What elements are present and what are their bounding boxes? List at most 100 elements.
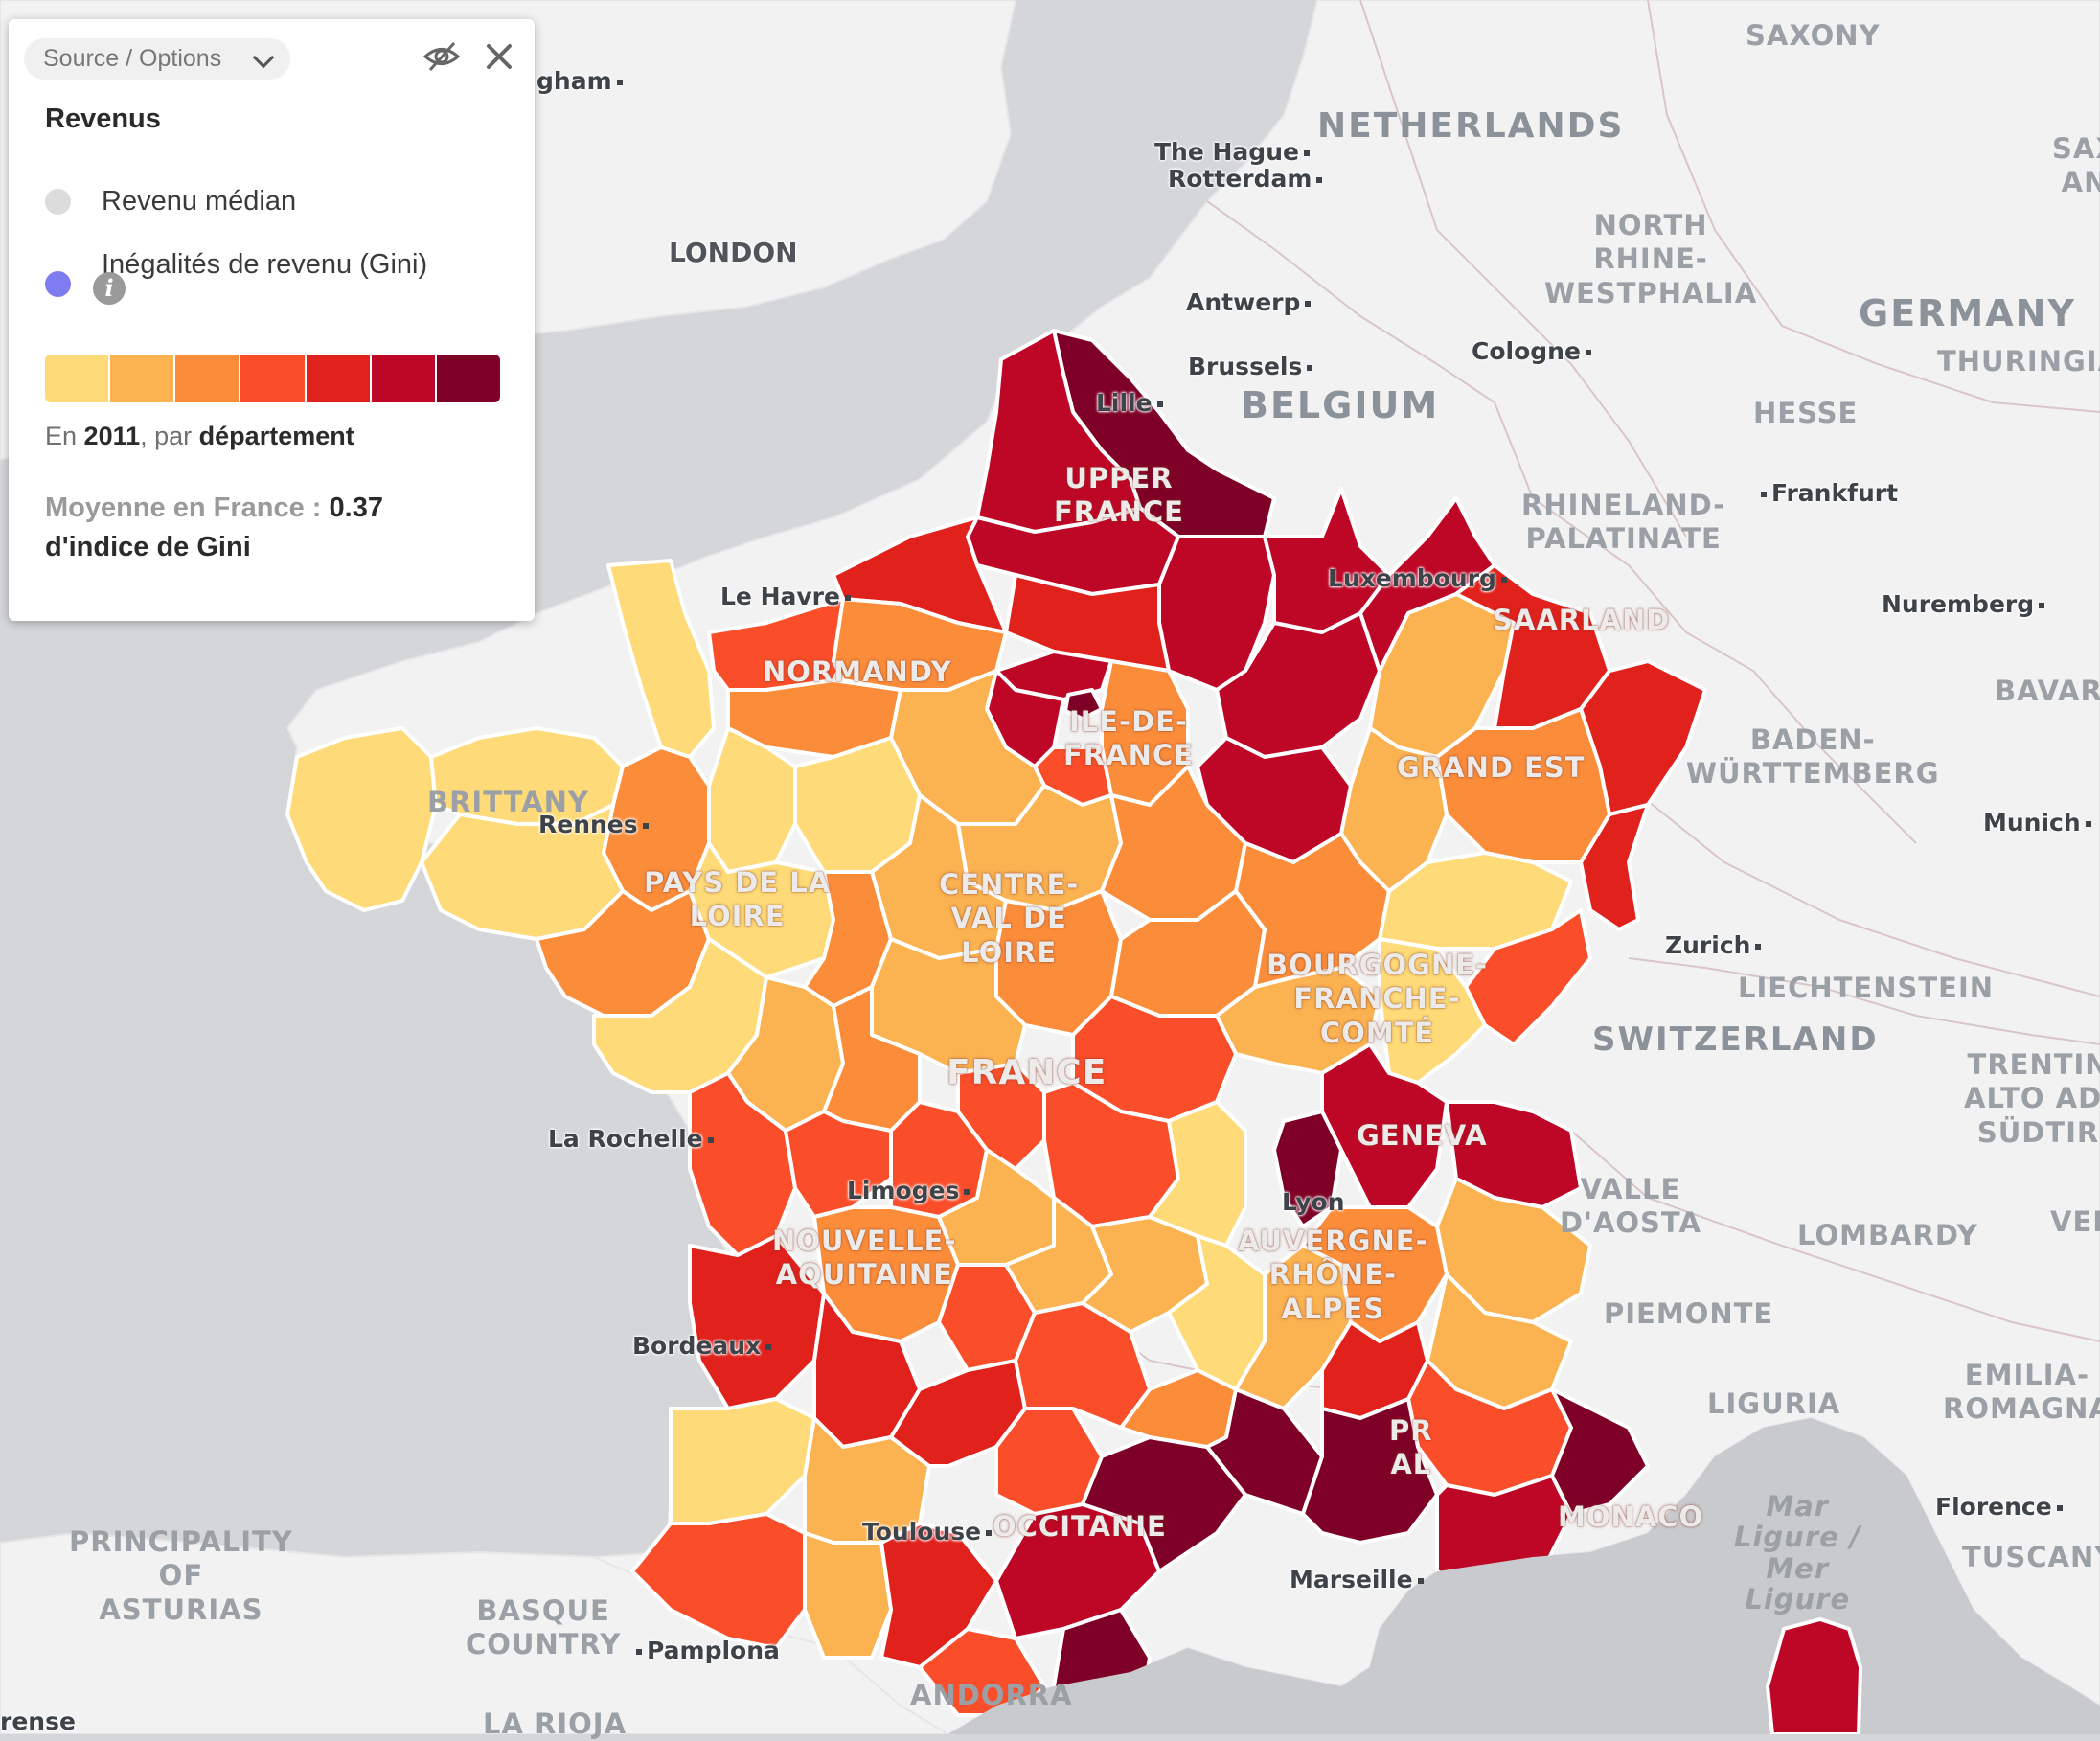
- city-antwerp: Antwerp: [1186, 290, 1311, 314]
- city-cologne: Cologne: [1472, 339, 1591, 363]
- city-bordeaux: Bordeaux: [632, 1334, 771, 1358]
- city-lille: Lille: [1096, 391, 1163, 415]
- label-hesse: HESSE: [1753, 397, 1859, 429]
- label-tuscany: TUSCANY: [1962, 1541, 2100, 1573]
- scale-step: [304, 355, 370, 402]
- city-brussels: Brussels: [1188, 355, 1312, 378]
- label-trentino: TRENTINOALTO ADIGSÜDTIRO: [1964, 1048, 2100, 1149]
- scale-step: [434, 355, 500, 402]
- average-caption: Moyenne en France : 0.37 d'indice de Gini: [45, 493, 383, 562]
- dept-morbihan: [420, 803, 625, 941]
- label-veneto: VEN: [2050, 1205, 2100, 1238]
- dept-finistere: [285, 726, 438, 912]
- label-ligurian-sea: Mar Ligure / Mer Ligure: [1734, 1490, 1861, 1616]
- label-london: LONDON: [669, 237, 798, 268]
- hide-eye-icon[interactable]: [422, 40, 461, 73]
- dept-gard: [1205, 1387, 1324, 1516]
- dept-manche: [606, 559, 716, 759]
- label-normandy: NORMANDY: [763, 655, 952, 688]
- city-nuremberg: Nuremberg: [1882, 592, 2044, 616]
- label-bourgogne: BOURGOGNE- FRANCHE- COMTÉ: [1267, 949, 1489, 1049]
- city-zurich: Zurich: [1665, 933, 1761, 957]
- scale-step: [369, 355, 435, 402]
- scale-step: [173, 355, 240, 402]
- label-basque: BASQUE COUNTRY: [466, 1594, 622, 1661]
- radio-unselected-icon: [45, 189, 71, 215]
- label-grand-est: GRAND EST: [1397, 751, 1586, 784]
- source-options-dropdown[interactable]: Source / Options: [24, 38, 290, 80]
- dept-ariege: [918, 1627, 1046, 1717]
- label-germany: GERMANY: [1859, 292, 2076, 334]
- dept-cote-dor: [1234, 832, 1391, 989]
- dept-saone-et-loire: [1215, 966, 1381, 1075]
- dept-jura: [1378, 937, 1487, 1085]
- label-occitanie: OCCITANIE: [993, 1510, 1167, 1543]
- city-marseille: Marseille: [1290, 1568, 1424, 1592]
- city-pamplona: Pamplona: [636, 1638, 780, 1662]
- label-valle: VALLE D'AOSTA: [1560, 1173, 1701, 1240]
- info-icon[interactable]: i: [93, 272, 126, 305]
- label-centre: CENTRE- VAL DE LOIRE: [939, 868, 1080, 969]
- scale-step: [108, 355, 174, 402]
- chevron-down-icon: [252, 46, 275, 69]
- city-limoges: Limoges: [847, 1179, 970, 1203]
- city-rennes: Rennes: [538, 813, 649, 836]
- city-toulouse: Toulouse: [862, 1520, 992, 1544]
- source-options-label: Source / Options: [43, 45, 222, 72]
- label-paca: PR AL: [1389, 1414, 1433, 1481]
- dept-paris: [1063, 688, 1104, 721]
- color-scale: [45, 355, 500, 402]
- france-departements: [285, 329, 1707, 1717]
- label-saarland: SAARLAND: [1493, 604, 1671, 636]
- scale-step: [239, 355, 305, 402]
- legend-panel: Source / Options Revenus Revenu médian I…: [9, 19, 535, 621]
- dept-ain: [1320, 1042, 1449, 1209]
- close-icon[interactable]: [483, 40, 515, 73]
- label-nouvelle-aquitaine: NOUVELLE- AQUITAINE: [772, 1225, 957, 1292]
- city-florence: Florence: [1935, 1495, 2063, 1519]
- label-asturias: PRINCIPALITY OF ASTURIAS: [69, 1525, 293, 1626]
- dept-charente-maritime: [688, 1071, 797, 1257]
- dept-creuse: [956, 1062, 1046, 1171]
- city-munich: Munich: [1983, 811, 2091, 835]
- option-label: Inégalités de revenu (Gini): [102, 249, 428, 280]
- label-netherlands: NETHERLANDS: [1317, 106, 1625, 146]
- label-piemonte: PIEMONTE: [1604, 1297, 1774, 1330]
- label-nrw: NORTH RHINE- WESTPHALIA: [1544, 209, 1758, 309]
- legend-title: Revenus: [45, 103, 161, 134]
- label-liechtenstein: LIECHTENSTEIN: [1738, 972, 1995, 1004]
- label-thuringia: THURINGIA: [1937, 345, 2100, 378]
- scale-step: [45, 355, 109, 402]
- label-belgium: BELGIUM: [1241, 384, 1440, 426]
- label-rhineland: RHINELAND- PALATINATE: [1521, 489, 1726, 556]
- label-upper-france: UPPER FRANCE: [1054, 462, 1184, 529]
- label-pays-de-la-loire: PAYS DE LA LOIRE: [644, 866, 832, 933]
- dept-bouches-du-rhone: [1301, 1397, 1439, 1545]
- city-rotterdam: Rotterdam: [1168, 167, 1322, 191]
- city-la-rochelle: La Rochelle: [548, 1127, 714, 1151]
- label-monaco: MONACO: [1558, 1500, 1704, 1533]
- corsica-dept: [1765, 1616, 1863, 1734]
- label-lower-saxony: SAXONY: [1746, 19, 1881, 52]
- label-auvergne: AUVERGNE- RHÔNE- ALPES: [1238, 1225, 1428, 1325]
- option-label: Revenu médian: [102, 186, 297, 217]
- dept-vosges: [1435, 707, 1611, 864]
- label-emilia: EMILIA- ROMAGNA: [1943, 1359, 2100, 1426]
- label-ile-de-france: ILE-DE- FRANCE: [1063, 705, 1194, 772]
- label-la-rioja: LA RIOJA: [483, 1707, 628, 1740]
- city-the-hague: The Hague: [1154, 140, 1310, 164]
- dept-hautes-pyrenees: [803, 1531, 893, 1660]
- label-andorra: ANDORRA: [910, 1679, 1073, 1711]
- label-liguria: LIGURIA: [1707, 1387, 1841, 1420]
- city-frankfurt: Frankfurt: [1761, 481, 1898, 505]
- label-france: FRANCE: [947, 1053, 1107, 1092]
- city-le-havre: Le Havre: [720, 584, 851, 608]
- radio-selected-icon: [45, 271, 71, 297]
- city-geneva: GENEVA: [1357, 1119, 1488, 1152]
- dept-alpes-maritimes: [1550, 1387, 1650, 1516]
- label-switzerland: SWITZERLAND: [1592, 1020, 1879, 1059]
- label-bavaria: BAVAR: [1995, 675, 2100, 707]
- city-luxembourg: Luxembourg: [1328, 566, 1507, 590]
- city-lyon: Lyon: [1282, 1188, 1345, 1216]
